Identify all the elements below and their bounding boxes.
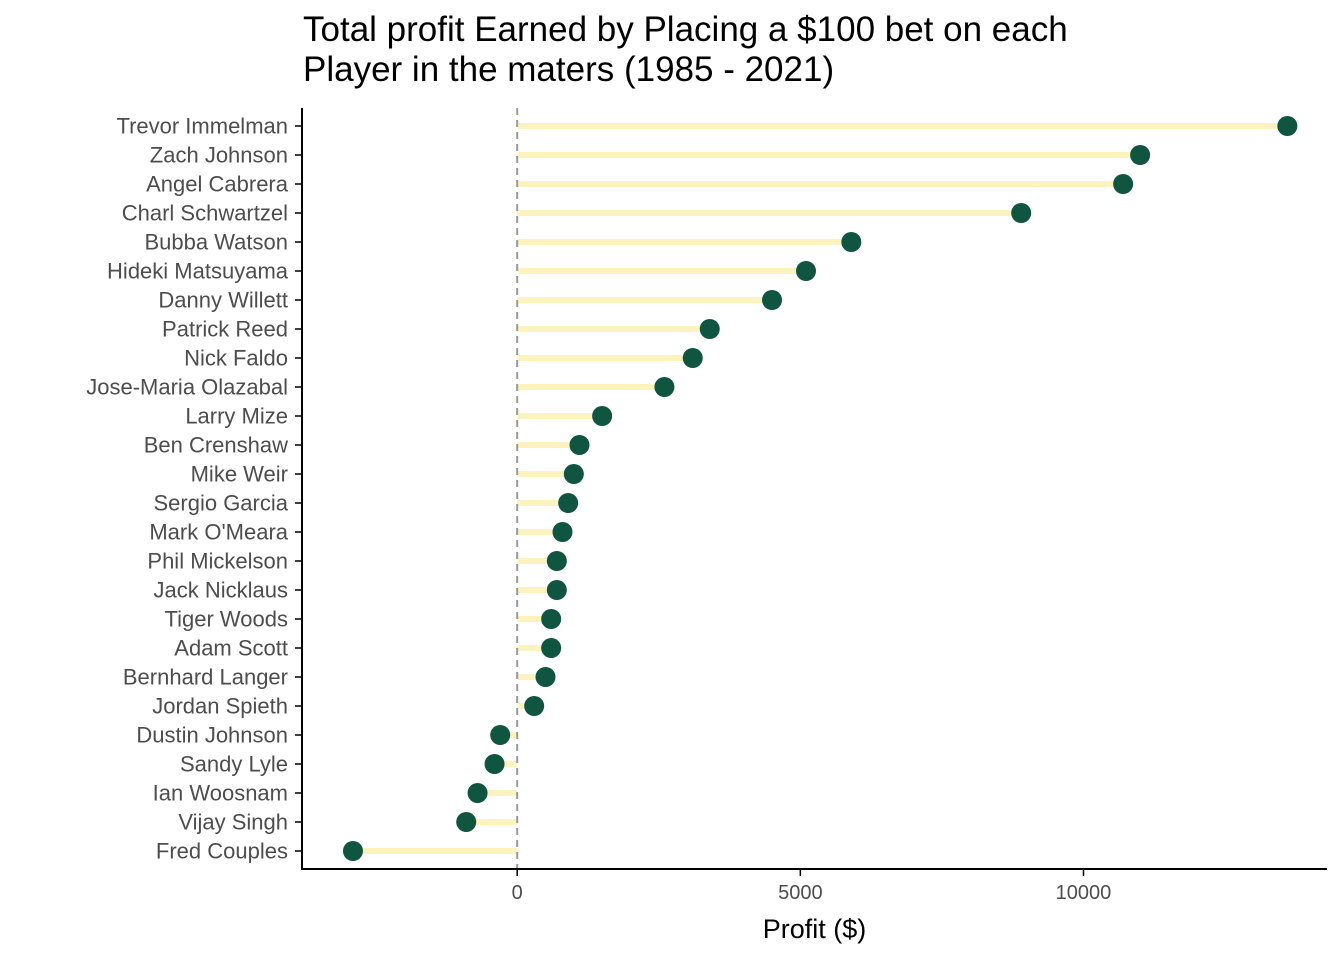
data-point-9: [654, 377, 675, 397]
data-point-16: [546, 580, 567, 600]
data-point-22: [484, 754, 505, 774]
y-tick-label-2: Angel Cabrera: [146, 172, 289, 197]
y-tick-label-21: Dustin Johnson: [136, 723, 288, 748]
data-point-14: [552, 522, 573, 542]
y-axis-ticks: Trevor Immelman Zach Johnson Angel Cabrera…: [86, 114, 302, 864]
data-point-21: [490, 725, 511, 745]
data-point-6: [762, 290, 783, 310]
data-point-24: [456, 812, 477, 832]
x-tick-label-0: 0: [512, 882, 523, 904]
y-tick-label-3: Charl Schwartzel: [122, 201, 288, 226]
y-tick-label-19: Bernhard Langer: [123, 665, 288, 690]
y-tick-label-9: Jose-Maria Olazabal: [86, 375, 288, 400]
data-point-10: [592, 406, 613, 426]
data-point-5: [796, 261, 817, 281]
y-tick-label-15: Phil Mickelson: [147, 549, 288, 574]
y-tick-label-20: Jordan Spieth: [152, 694, 288, 719]
y-tick-label-14: Mark O'Meara: [149, 520, 288, 545]
data-point-20: [524, 696, 545, 716]
y-tick-label-13: Sergio Garcia: [153, 491, 288, 516]
data-point-0: [1277, 116, 1298, 136]
data-point-13: [558, 493, 579, 513]
data-point-12: [563, 464, 584, 484]
x-tick-label-1: 5000: [778, 882, 823, 904]
y-tick-label-0: Trevor Immelman: [116, 114, 288, 139]
y-tick-label-7: Patrick Reed: [162, 317, 288, 342]
y-tick-label-25: Fred Couples: [156, 839, 288, 864]
y-tick-label-24: Vijay Singh: [178, 810, 288, 835]
data-point-7: [699, 319, 720, 339]
y-tick-label-1: Zach Johnson: [150, 143, 288, 168]
data-point-2: [1113, 174, 1134, 194]
y-tick-label-22: Sandy Lyle: [180, 752, 288, 777]
data-point-25: [342, 841, 363, 861]
y-tick-label-16: Jack Nicklaus: [154, 578, 288, 603]
y-tick-label-10: Larry Mize: [185, 404, 288, 429]
data-point-1: [1130, 145, 1151, 165]
data-point-11: [569, 435, 590, 455]
x-axis-title: Profit ($): [763, 914, 867, 944]
y-tick-label-12: Mike Weir: [191, 462, 288, 487]
stems-layer: [352, 123, 1288, 854]
y-tick-label-18: Adam Scott: [174, 636, 288, 661]
y-tick-label-17: Tiger Woods: [165, 607, 289, 632]
x-tick-label-2: 10000: [1056, 882, 1112, 904]
data-point-4: [841, 232, 862, 252]
x-axis-ticks: 0 5000 10000: [512, 869, 1112, 904]
y-tick-label-4: Bubba Watson: [145, 230, 289, 255]
chart-title: Total profit Earned by Placing a $100 be…: [303, 10, 1323, 90]
data-point-18: [541, 638, 562, 658]
data-point-19: [535, 667, 556, 687]
y-tick-label-11: Ben Crenshaw: [144, 433, 288, 458]
y-tick-label-6: Danny Willett: [158, 288, 288, 313]
y-tick-label-5: Hideki Matsuyama: [107, 259, 289, 284]
y-tick-label-8: Nick Faldo: [184, 346, 288, 371]
data-point-15: [546, 551, 567, 571]
chart-title-line-2: Player in the maters (1985 - 2021): [303, 50, 835, 89]
chart-title-line-1: Total profit Earned by Placing a $100 be…: [303, 10, 1068, 49]
data-point-8: [682, 348, 703, 368]
y-tick-label-23: Ian Woosnam: [153, 781, 288, 806]
data-point-3: [1011, 203, 1032, 223]
data-point-17: [541, 609, 562, 629]
points-layer: [342, 116, 1298, 861]
data-point-23: [467, 783, 488, 803]
